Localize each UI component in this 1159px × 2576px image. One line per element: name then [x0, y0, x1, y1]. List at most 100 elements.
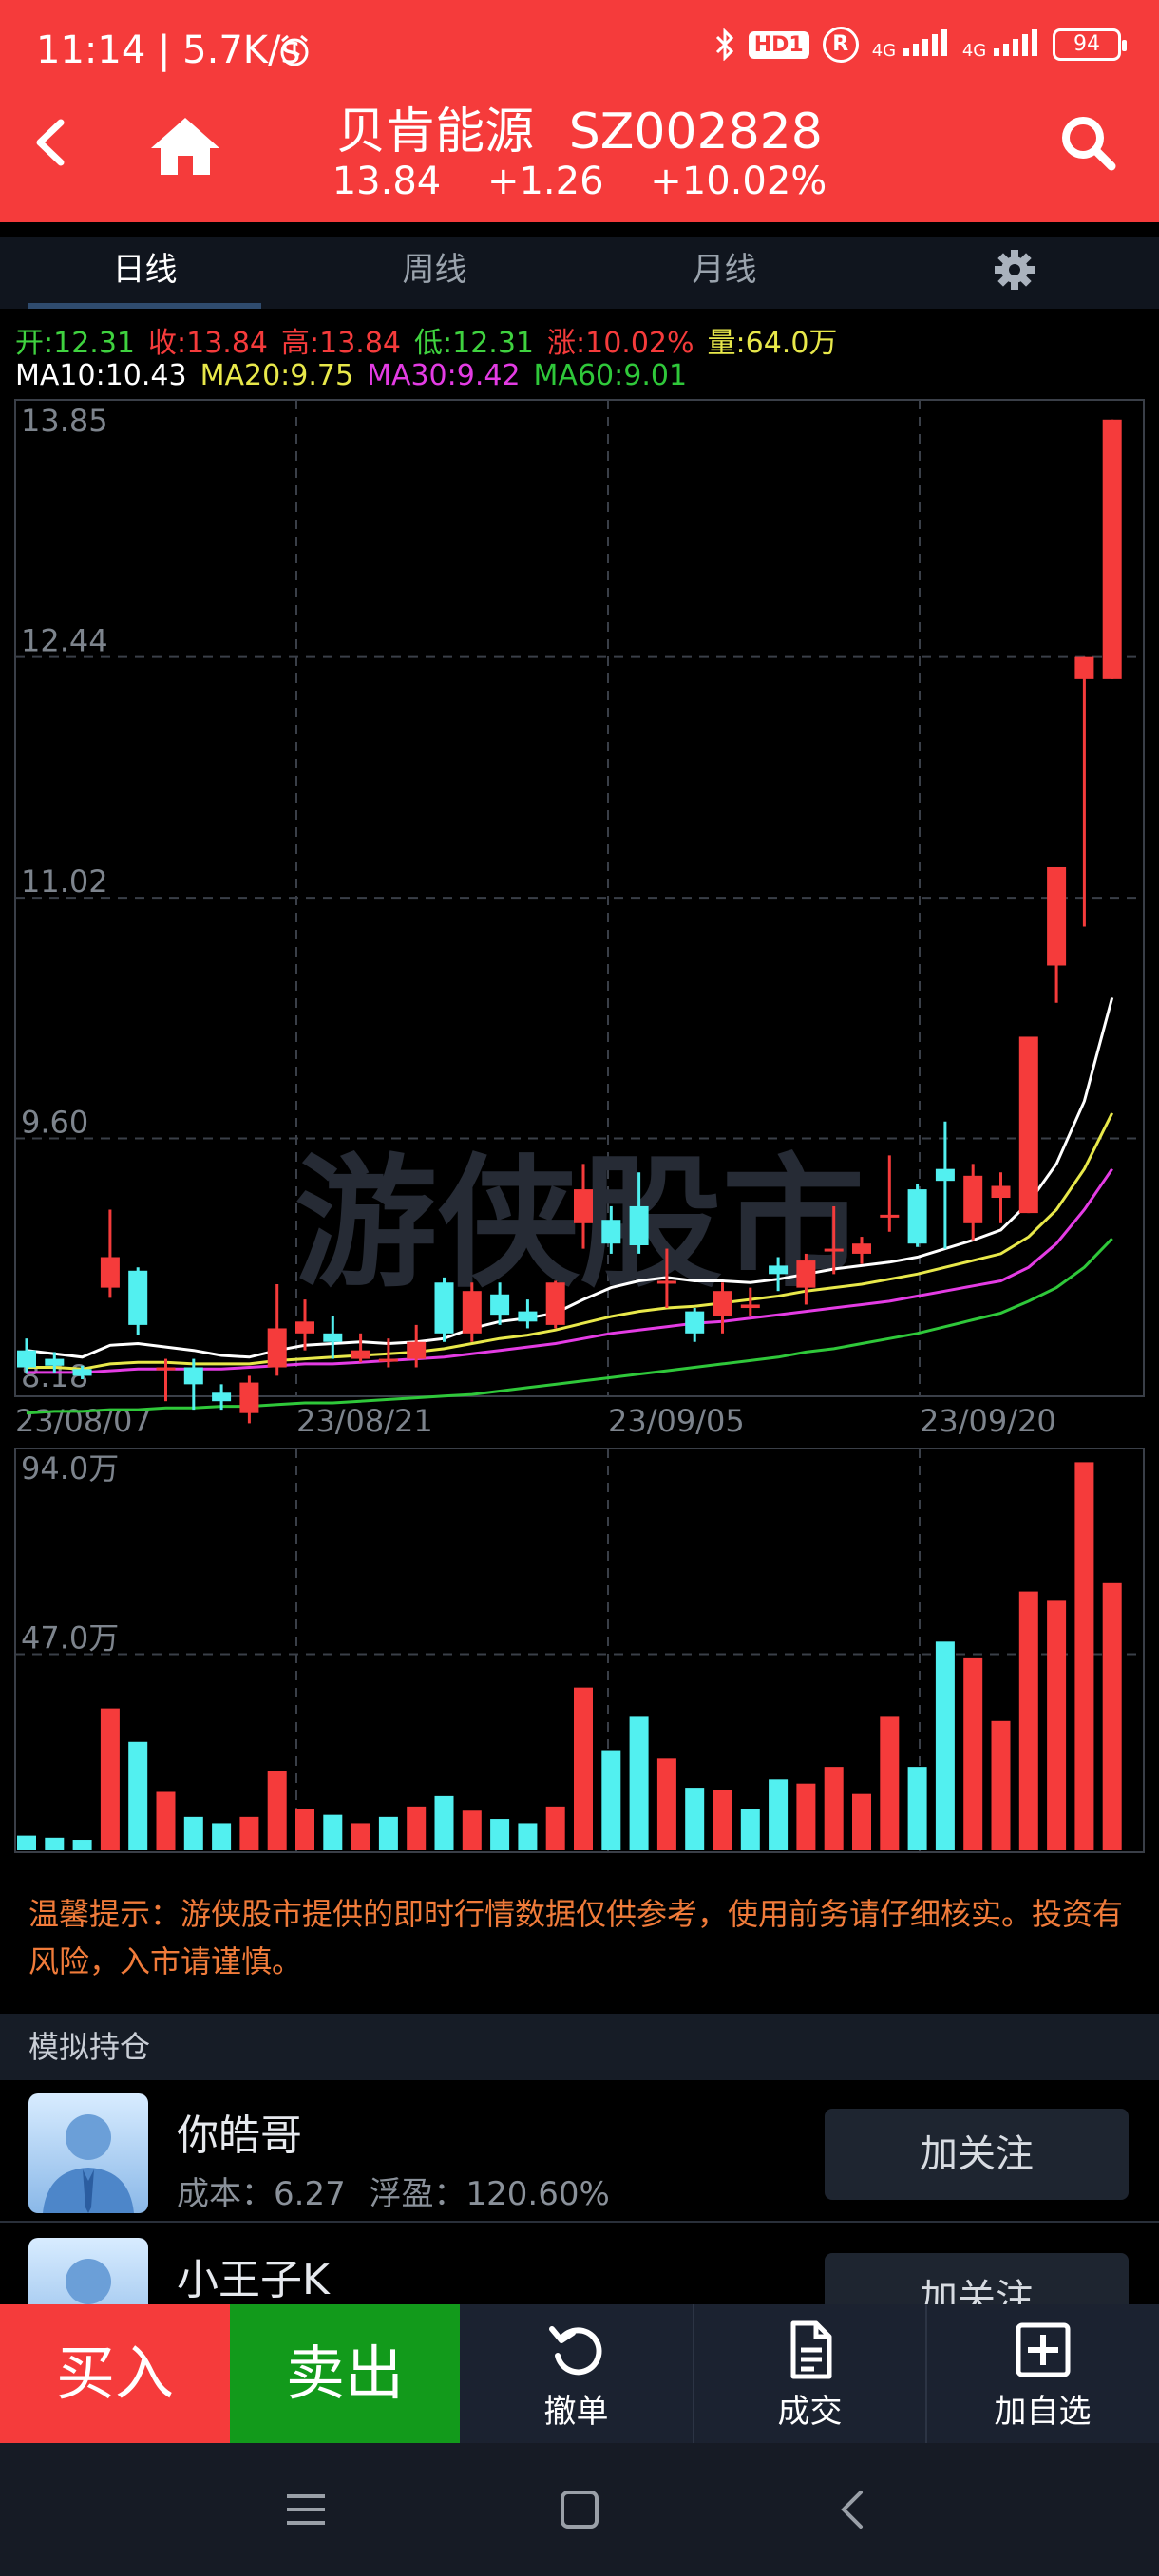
deals-button[interactable]: 成交: [693, 2304, 925, 2443]
volume-bar: [1018, 1591, 1038, 1850]
signal-2-icon: 4G: [962, 29, 1039, 60]
battery-icon: 94: [1053, 28, 1127, 61]
candle-body: [629, 1205, 649, 1245]
y-tick-label: 12.44: [21, 623, 108, 659]
add-watchlist-label: 加自选: [994, 2393, 1092, 2431]
candle-body: [545, 1282, 565, 1325]
volume-bar: [183, 1816, 203, 1850]
volume-bar: [128, 1741, 148, 1850]
candle-body: [183, 1367, 203, 1385]
candle-body: [601, 1220, 621, 1244]
candle-body: [796, 1260, 816, 1288]
volume-tick-label: 94.0万: [21, 1450, 119, 1487]
volume-bar: [267, 1771, 287, 1850]
menu-icon: [287, 2494, 325, 2525]
ma30-stat: MA30:9.42: [367, 359, 521, 392]
volume-bar: [685, 1788, 705, 1850]
tab-monthly[interactable]: 月线: [692, 251, 757, 289]
candle-body: [128, 1270, 148, 1325]
candle-body: [1018, 1036, 1038, 1214]
user-meta: 成本：6.27 浮盈：120.60%: [177, 2168, 623, 2214]
search-icon: [1062, 117, 1116, 171]
volume-bar: [629, 1716, 649, 1850]
list-item[interactable]: 小王子K 加关注: [0, 2225, 1159, 2304]
add-watchlist-button[interactable]: 加自选: [925, 2304, 1158, 2443]
avatar: [28, 2238, 148, 2304]
cancel-order-button[interactable]: 撤单: [460, 2304, 693, 2443]
ma20-stat: MA20:9.75: [200, 359, 354, 392]
square-icon: [560, 2491, 598, 2529]
buy-button[interactable]: 买入: [0, 2304, 230, 2443]
volume-bar: [740, 1809, 760, 1850]
x-tick-label: 23/09/05: [608, 1403, 745, 1439]
settings-button[interactable]: [869, 237, 1159, 309]
volume-bar: [601, 1750, 621, 1850]
candle-body: [490, 1294, 510, 1316]
recents-button[interactable]: [277, 2481, 334, 2538]
candle-body: [907, 1189, 927, 1244]
candle-body: [462, 1291, 482, 1334]
chevron-left-icon: [841, 2491, 863, 2529]
candle-body: [351, 1350, 370, 1359]
home-nav-button[interactable]: [551, 2481, 608, 2538]
deals-label: 成交: [777, 2393, 843, 2431]
home-button[interactable]: [147, 112, 223, 179]
top-header: 11:14 | 5.7K/s HD1 R 4G 4G 94 贝肯能源 SZ002: [0, 0, 1159, 222]
volume-bar: [407, 1806, 427, 1850]
volume-bar: [769, 1779, 788, 1850]
plus-square-icon: [1016, 2322, 1070, 2377]
status-time: 11:14 | 5.7K/s: [36, 28, 301, 72]
user-icon: [66, 2259, 111, 2304]
volume-bar: [212, 1823, 232, 1850]
volume-tick-label: 47.0万: [21, 1620, 119, 1657]
search-button[interactable]: [1054, 109, 1121, 176]
chevron-left-icon: [36, 119, 65, 166]
list-item[interactable]: 你皓哥 成本：6.27 浮盈：120.60% 加关注: [0, 2080, 1159, 2223]
ma10-stat: MA10:10.43: [15, 359, 187, 392]
ohlc-stats: 开:12.31 收:13.84 高:13.84 低:12.31 涨:10.02% 量:64…: [15, 319, 850, 361]
volume-bar: [45, 1837, 65, 1850]
signal-1-icon: 4G: [872, 29, 949, 60]
volume-bar: [712, 1790, 732, 1850]
candle-body: [45, 1358, 65, 1366]
follow-button[interactable]: 加关注: [825, 2109, 1129, 2200]
volume-bar: [880, 1716, 900, 1850]
volume-bar: [323, 1814, 343, 1850]
candle-body: [1074, 656, 1094, 679]
volume-bar: [935, 1641, 955, 1850]
candle-body: [518, 1311, 538, 1322]
stock-price: 13.84: [332, 160, 442, 203]
open-stat: 开:12.31: [15, 327, 135, 360]
candle-body: [1102, 419, 1122, 679]
candle-body: [935, 1168, 955, 1182]
cancel-order-label: 撤单: [543, 2393, 609, 2431]
back-nav-button[interactable]: [825, 2481, 882, 2538]
sell-button[interactable]: 卖出: [230, 2304, 460, 2443]
back-button[interactable]: [19, 109, 86, 176]
candle-body: [267, 1328, 287, 1368]
stock-name: 贝肯能源: [336, 104, 535, 161]
volume-bar: [907, 1767, 927, 1850]
volume-bar: [518, 1823, 538, 1850]
candle-body: [963, 1175, 983, 1223]
period-tabs: 日线 周线 月线: [0, 237, 1159, 309]
tab-weekly[interactable]: 周线: [402, 251, 467, 289]
tab-daily[interactable]: 日线: [0, 237, 290, 309]
high-stat: 高:13.84: [281, 327, 401, 360]
candle-body: [156, 1367, 176, 1371]
bottom-action-bar: 买入 卖出 撤单 成交 加自选: [0, 2304, 1159, 2443]
follow-button[interactable]: 加关注: [825, 2253, 1129, 2304]
volume-bar: [1074, 1462, 1094, 1850]
hd-badge: HD1: [748, 30, 809, 59]
candle-body: [434, 1282, 454, 1334]
candle-body: [100, 1257, 120, 1288]
volume-bar: [991, 1720, 1011, 1850]
network-type-label: 4G: [961, 41, 987, 61]
bluetooth-icon: [715, 28, 733, 61]
avatar: [28, 2093, 148, 2213]
candle-body: [991, 1185, 1011, 1199]
candle-body: [239, 1382, 259, 1413]
volume-bar: [72, 1840, 92, 1850]
candle-body: [212, 1392, 232, 1402]
